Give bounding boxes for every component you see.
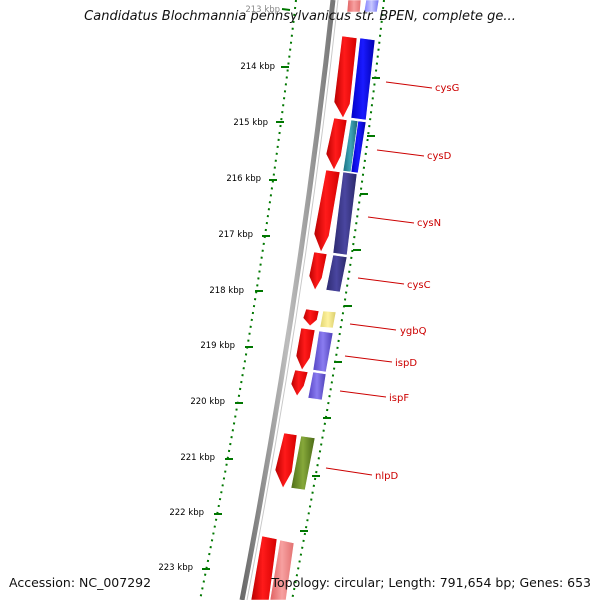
kbp-label-213: 213 kbp — [245, 5, 280, 15]
cds-arrow — [295, 327, 316, 371]
cog-block — [307, 371, 327, 401]
gene-label-cysN: cysN — [417, 218, 441, 229]
cog-features — [290, 0, 380, 491]
kbp-label-214: 214 kbp — [240, 62, 275, 72]
cog-block — [363, 0, 380, 13]
cog-block — [332, 171, 358, 256]
backbone-ring-edge — [246, 0, 339, 600]
gene-label-ispF: ispF — [389, 393, 409, 404]
lane-ticks — [300, 77, 380, 532]
gene-label-ispD: ispD — [395, 358, 417, 369]
cds-arrow — [346, 0, 362, 13]
cds-arrow — [269, 539, 295, 600]
accession-text: Accession: NC_007292 — [9, 575, 152, 590]
cds-features — [250, 0, 362, 600]
cds-arrow — [290, 369, 309, 397]
gene-label-ygbQ: ygbQ — [400, 326, 427, 337]
gene-label-cysC: cysC — [407, 280, 431, 291]
cog-block — [350, 37, 376, 121]
cog-block — [350, 120, 367, 174]
map-title: Candidatus Blochmannia pennsylvanicus st… — [84, 9, 516, 24]
kbp-label-221: 221 kbp — [180, 453, 215, 463]
backbone-ring — [239, 0, 336, 600]
kbp-label-220: 220 kbp — [190, 397, 225, 407]
cds-arrow — [250, 535, 278, 600]
cog-block — [312, 330, 334, 373]
kbp-label-222: 222 kbp — [169, 508, 204, 518]
kbp-label-216: 216 kbp — [226, 174, 261, 184]
cog-block — [325, 254, 348, 293]
cds-arrow — [302, 308, 320, 327]
gene-label-cysD: cysD — [427, 151, 452, 162]
label-leaders — [325, 81, 433, 476]
cog-block — [319, 310, 337, 329]
kbp-label-217: 217 kbp — [218, 230, 253, 240]
cds-arrow — [325, 117, 348, 171]
kbp-label-215: 215 kbp — [233, 118, 268, 128]
cog-ruler-arc — [291, 0, 385, 600]
gene-label-cysG: cysG — [435, 83, 459, 94]
kbp-ticks — [202, 8, 291, 570]
genome-summary-text: Topology: circular; Length: 791,654 bp; … — [271, 575, 592, 590]
kbp-label-218: 218 kbp — [209, 286, 244, 296]
cog-block — [290, 435, 316, 491]
cds-arrow — [274, 432, 298, 489]
cds-arrow — [308, 251, 328, 291]
kbp-label-219: 219 kbp — [200, 341, 235, 351]
gene-label-nlpD: nlpD — [375, 471, 398, 482]
kbp-label-223: 223 kbp — [158, 563, 193, 573]
cds-arrow — [313, 169, 341, 253]
cds-arrow — [333, 35, 358, 119]
kbp-ruler-arc — [199, 0, 297, 600]
